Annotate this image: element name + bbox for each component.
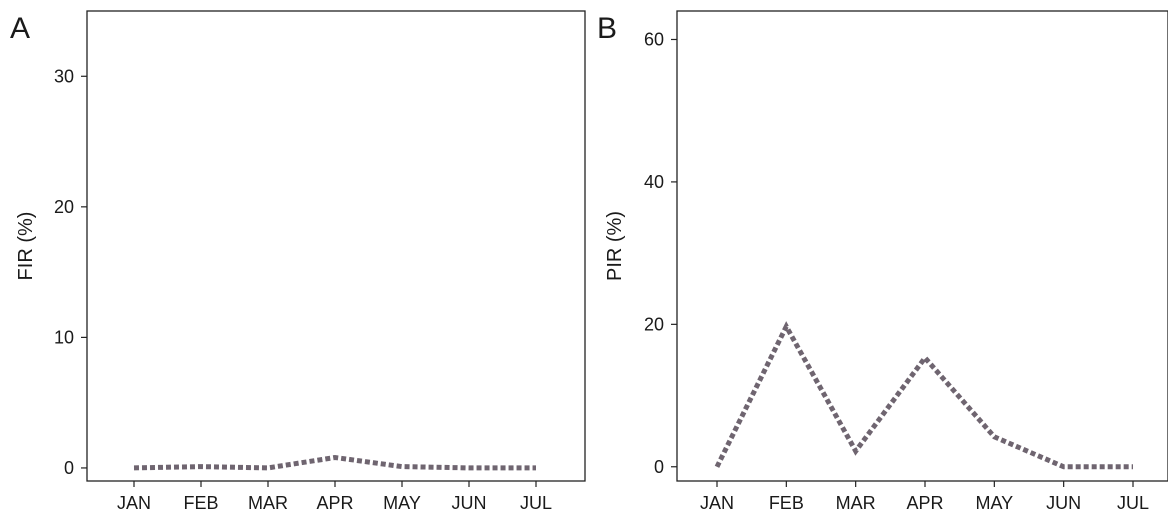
x-tick-label: JUL [520,493,552,513]
panel-b: B 0 20 40 60 JAN FEB MAR APR MAY JUN JUL PIR (%) [597,10,1168,513]
x-tick-label: APR [906,493,943,513]
x-tick-label: JAN [117,493,151,513]
series-line [714,321,1133,470]
series-line [133,454,536,471]
y-tick-label: 40 [644,172,664,192]
x-tick-label: JUN [1046,493,1081,513]
x-tick-label: MAY [975,493,1013,513]
x-tick-label: FEB [183,493,218,513]
panel-label: B [597,12,617,45]
plot-frame [676,10,1168,482]
y-axis-title: PIR (%) [604,211,626,281]
x-tick-label: MAR [248,493,288,513]
y-tick-label: 0 [654,457,664,477]
plot-frame [86,10,586,482]
panel-label: A [10,12,30,45]
x-tick-label: FEB [769,493,804,513]
y-tick-label: 0 [64,458,74,478]
x-tick-label: JUN [452,493,487,513]
y-tick-label: 10 [54,327,74,347]
y-tick-label: 60 [644,29,664,49]
y-axis-title: FIR (%) [15,212,37,281]
x-tick-label: APR [316,493,353,513]
y-tick-label: 20 [54,197,74,217]
panel-a: A 0 10 20 30 JAN FEB MAR APR MAY JUN JUL FIR (%) [10,10,586,513]
x-tick-label: JAN [700,493,734,513]
y-tick-label: 20 [644,314,664,334]
x-tick-label: MAY [383,493,421,513]
y-tick-label: 30 [54,66,74,86]
x-tick-label: MAR [836,493,876,513]
x-tick-label: JUL [1117,493,1149,513]
